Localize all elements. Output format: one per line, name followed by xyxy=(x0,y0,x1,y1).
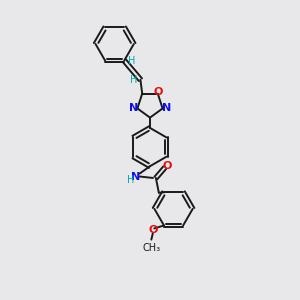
Text: N: N xyxy=(161,103,171,113)
Text: CH₃: CH₃ xyxy=(142,242,160,253)
Text: H: H xyxy=(128,56,135,66)
Text: O: O xyxy=(162,161,172,171)
Text: O: O xyxy=(148,225,158,235)
Text: N: N xyxy=(129,103,139,113)
Text: H: H xyxy=(130,75,137,85)
Text: O: O xyxy=(154,87,163,97)
Text: N: N xyxy=(131,172,140,182)
Text: H: H xyxy=(127,175,134,185)
